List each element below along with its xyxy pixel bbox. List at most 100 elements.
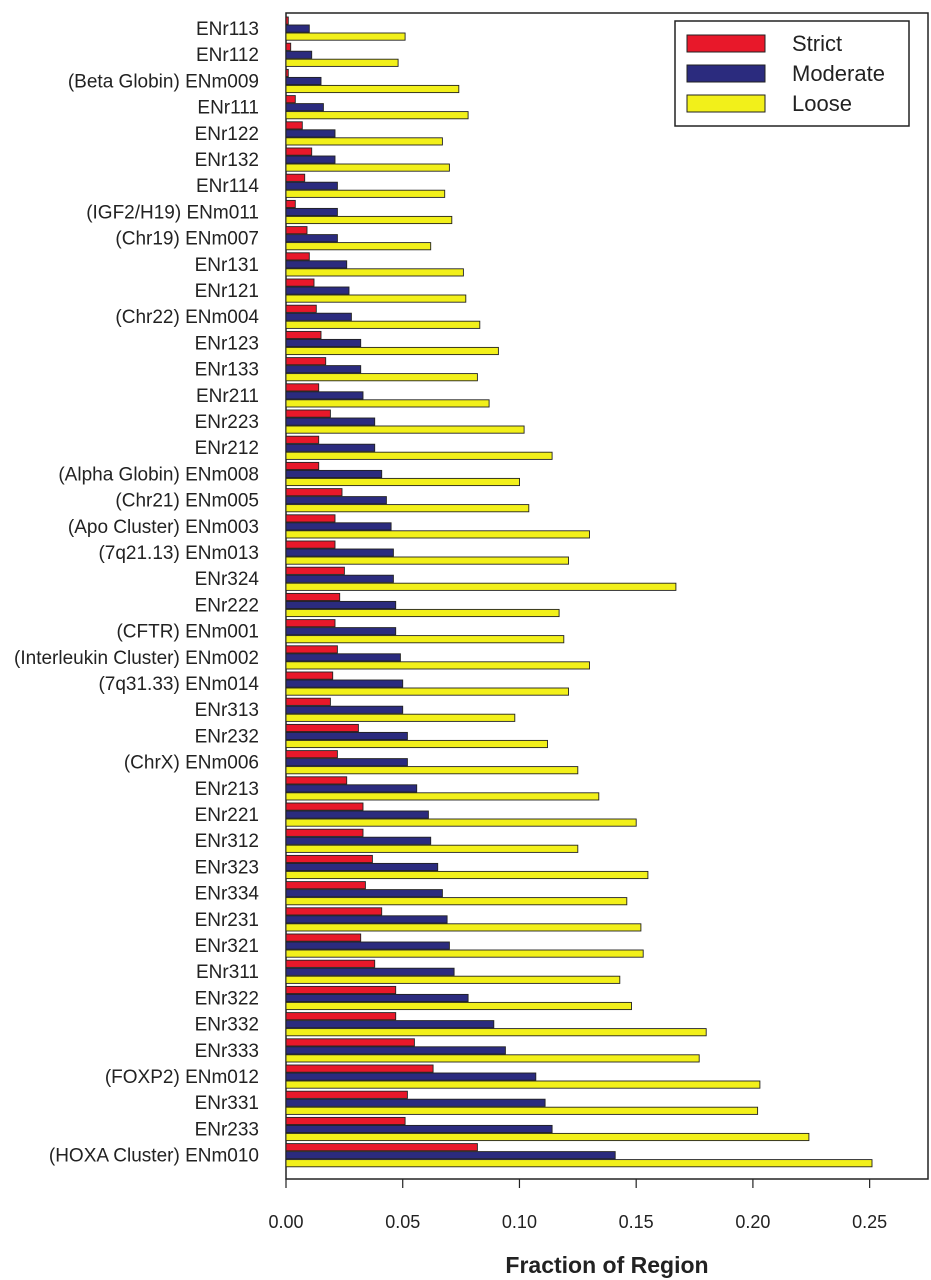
bar-strict	[285, 173, 306, 182]
bar-strict	[285, 304, 317, 313]
category-label: ENr232	[195, 726, 259, 747]
bar-moderate	[285, 129, 336, 138]
bar-loose	[285, 713, 516, 722]
category-label: ENr322	[195, 988, 259, 1009]
legend-swatch-loose	[686, 94, 766, 113]
bar-moderate	[285, 993, 469, 1003]
category-label: ENr122	[195, 124, 259, 145]
category-label: (Alpha Globin) ENm008	[58, 464, 259, 485]
bar-loose	[285, 346, 499, 356]
bar-loose	[285, 844, 579, 853]
bar-moderate	[285, 915, 448, 924]
legend-label-strict: Strict	[792, 31, 842, 56]
bar-moderate	[285, 50, 313, 59]
bar-loose	[285, 137, 443, 146]
bar-strict	[285, 802, 364, 811]
bar-moderate	[285, 862, 439, 872]
bar-moderate	[285, 260, 348, 269]
legend: Strict Moderate Loose	[674, 20, 910, 127]
bar-moderate	[285, 417, 376, 426]
bar-strict	[285, 121, 303, 130]
bar-moderate	[285, 522, 392, 531]
bar-loose	[285, 1106, 759, 1115]
category-label: ENr113	[196, 19, 259, 40]
bar-strict	[285, 409, 331, 418]
bar-loose	[285, 766, 579, 775]
bar-strict	[285, 985, 397, 995]
category-label: (7q31.33) ENm014	[98, 674, 259, 695]
bar-moderate	[285, 967, 455, 976]
category-label: ENr311	[196, 962, 259, 983]
bar-loose	[285, 399, 490, 408]
category-label: ENr221	[195, 805, 259, 826]
bar-strict	[285, 330, 322, 340]
bar-loose	[285, 32, 406, 41]
bar-loose	[285, 739, 548, 749]
x-tick-label: 0.20	[735, 1212, 770, 1232]
bar-strict	[285, 461, 320, 471]
bar-strict	[285, 488, 343, 497]
category-label: ENr324	[195, 569, 260, 590]
bar-loose	[285, 608, 560, 618]
bar-loose	[285, 163, 450, 172]
x-tick-label: 0.00	[268, 1212, 303, 1232]
bar-strict	[285, 68, 289, 78]
bar-moderate	[285, 1020, 495, 1029]
category-label: ENr312	[195, 831, 259, 852]
category-label: (IGF2/H19) ENm011	[86, 202, 259, 223]
x-axis: 0.00 0.05 0.10 0.15 0.20 0.25	[268, 1179, 887, 1232]
bar-moderate	[285, 731, 408, 741]
legend-label-moderate: Moderate	[792, 61, 885, 86]
bar-loose	[285, 58, 399, 67]
bar-moderate	[285, 1046, 506, 1055]
bar-loose	[285, 111, 469, 120]
bar-moderate	[285, 784, 418, 793]
category-label: ENr133	[195, 360, 259, 381]
category-label: ENr121	[195, 281, 259, 302]
bar-moderate	[285, 889, 443, 898]
bar-loose	[285, 1054, 700, 1063]
bar-strict	[285, 199, 296, 209]
x-tick-label: 0.15	[619, 1212, 654, 1232]
bar-moderate	[285, 1124, 553, 1134]
bar-strict	[285, 147, 313, 156]
bar-loose	[285, 451, 553, 460]
bar-strict	[285, 16, 289, 25]
bar-strict	[285, 933, 362, 942]
bar-moderate	[285, 758, 408, 767]
category-label: ENr334	[195, 884, 260, 905]
bar-strict	[285, 854, 373, 864]
category-label: (FOXP2) ENm012	[105, 1067, 259, 1088]
bar-strict	[285, 1064, 434, 1073]
bar-loose	[285, 189, 446, 198]
bar-moderate	[285, 443, 376, 452]
category-label: ENr231	[195, 910, 259, 931]
bar-moderate	[285, 574, 394, 583]
category-label: (Chr19) ENm007	[115, 229, 259, 250]
bar-strict	[285, 540, 336, 549]
bar-moderate	[285, 1098, 546, 1107]
bar-loose	[285, 818, 637, 827]
category-label: (Chr21) ENm005	[115, 491, 259, 512]
bar-strict	[285, 252, 310, 261]
bar-loose	[285, 661, 590, 670]
bar-moderate	[285, 836, 432, 845]
bar-moderate	[285, 312, 352, 321]
bar-loose	[285, 792, 600, 801]
bar-loose	[285, 320, 481, 329]
bar-moderate	[285, 76, 322, 86]
category-label: ENr211	[196, 386, 259, 407]
bar-moderate	[285, 1151, 616, 1160]
bar-loose	[285, 84, 460, 94]
bar-strict	[285, 1090, 408, 1099]
bar-strict	[285, 959, 376, 968]
category-label: (ChrX) ENm006	[124, 753, 259, 774]
bar-loose	[285, 870, 649, 880]
bar-strict	[285, 357, 327, 366]
category-label: ENr323	[195, 857, 259, 878]
category-label: ENr213	[195, 779, 259, 800]
category-label: ENr114	[196, 176, 259, 197]
bar-loose	[285, 975, 621, 984]
category-label: (Chr22) ENm004	[115, 307, 259, 328]
category-label: ENr223	[195, 412, 259, 433]
